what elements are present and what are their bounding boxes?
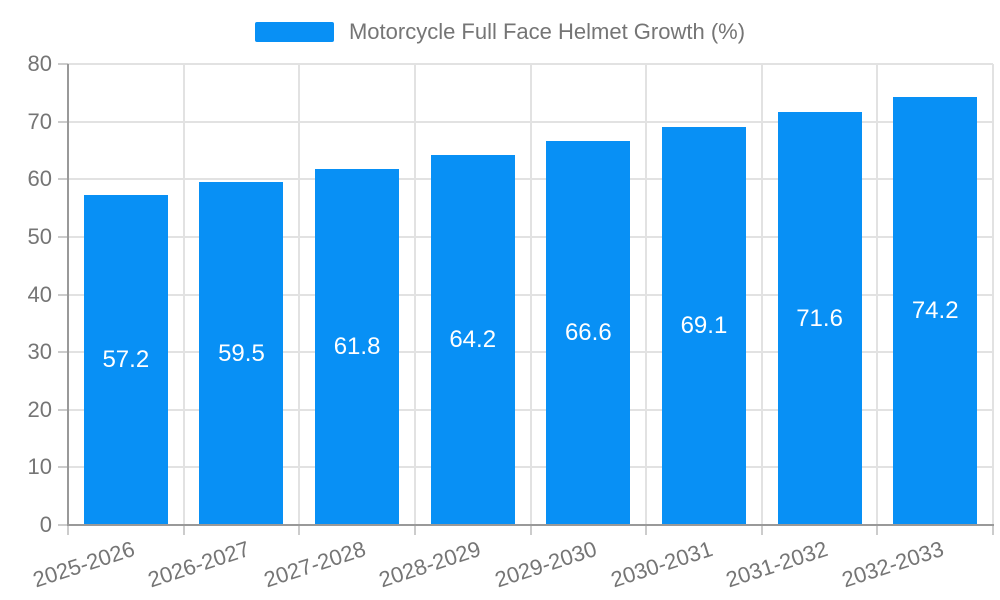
v-gridline	[529, 64, 532, 525]
y-axis-tick	[58, 408, 68, 411]
x-tick-label: 2026-2027	[145, 536, 253, 593]
y-tick-label: 0	[39, 512, 52, 537]
y-tick-label: 70	[27, 108, 52, 134]
y-axis-tick	[58, 293, 68, 296]
y-tick-label: 60	[27, 166, 52, 192]
y-tick-label: 40	[27, 281, 52, 307]
legend-label: Motorcycle Full Face Helmet Growth (%)	[348, 19, 746, 44]
x-tick-label: 2025-2026	[29, 536, 138, 593]
x-axis-tick	[876, 526, 879, 535]
y-tick-label: 80	[27, 51, 52, 76]
v-gridline	[760, 64, 763, 525]
x-axis-tick	[529, 526, 532, 535]
v-gridline	[182, 64, 185, 525]
x-tick-label: 2032-2033	[838, 536, 947, 593]
y-tick-label: 10	[27, 454, 52, 480]
y-axis-tick	[58, 351, 68, 354]
x-axis-line	[67, 524, 994, 526]
legend-swatch-icon	[254, 22, 334, 42]
bar[interactable]	[661, 126, 746, 525]
x-axis-tick	[67, 526, 69, 535]
y-axis-tick	[58, 524, 68, 526]
y-axis-tick	[58, 120, 68, 123]
bar[interactable]	[430, 155, 515, 525]
x-tick-label: 2031-2032	[723, 536, 831, 593]
bar[interactable]	[546, 141, 631, 525]
x-axis-tick	[413, 526, 416, 535]
bar[interactable]	[893, 97, 978, 525]
y-axis-line	[67, 64, 69, 526]
x-axis-tick	[298, 526, 301, 535]
v-gridline	[992, 64, 994, 525]
y-axis-tick	[58, 466, 68, 469]
x-axis-tick	[760, 526, 763, 535]
legend-item[interactable]: Motorcycle Full Face Helmet Growth (%)	[0, 18, 1000, 46]
y-axis-tick	[58, 178, 68, 181]
x-tick-label: 2027-2028	[260, 536, 369, 593]
y-axis-tick	[58, 235, 68, 238]
v-gridline	[645, 64, 648, 525]
x-axis-tick	[645, 526, 648, 535]
v-gridline	[876, 64, 879, 525]
y-axis-tick	[58, 63, 68, 65]
bar[interactable]	[777, 112, 862, 525]
v-gridline	[413, 64, 416, 525]
x-tick-label: 2028-2029	[376, 536, 485, 593]
y-tick-label: 20	[27, 396, 52, 422]
v-gridline	[298, 64, 301, 525]
y-tick-label: 30	[27, 339, 52, 365]
x-axis-tick	[182, 526, 185, 535]
x-tick-label: 2030-2031	[607, 536, 716, 593]
x-axis-tick	[992, 526, 994, 535]
y-tick-label: 50	[27, 223, 52, 249]
bar[interactable]	[83, 195, 168, 525]
bar[interactable]	[315, 168, 400, 525]
x-tick-label: 2029-2030	[491, 536, 600, 593]
bar[interactable]	[199, 182, 284, 525]
